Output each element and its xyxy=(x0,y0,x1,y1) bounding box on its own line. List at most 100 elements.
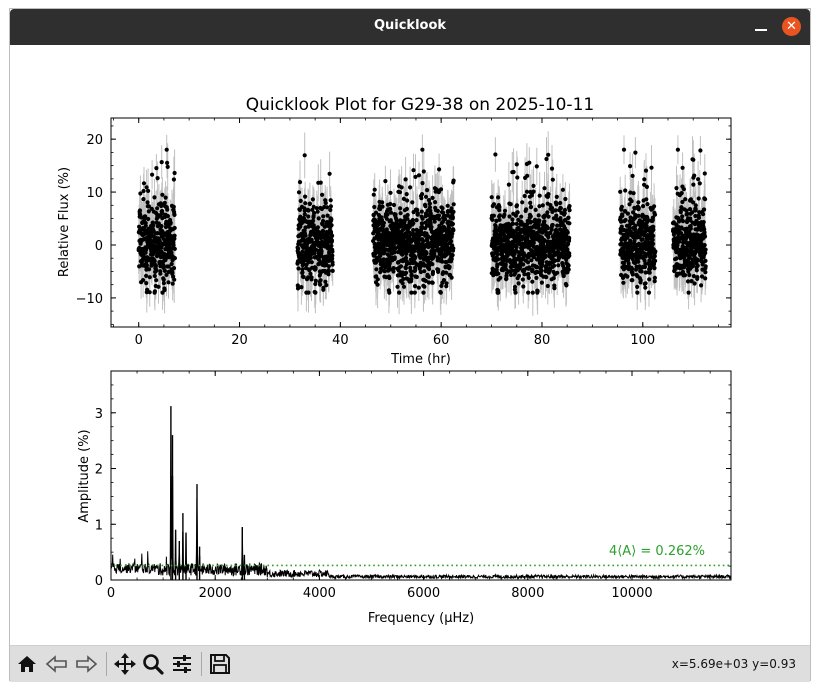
flux-point xyxy=(693,207,698,213)
flux-point xyxy=(692,281,697,286)
flux-point xyxy=(421,169,426,174)
flux-point xyxy=(618,189,623,194)
flux-point xyxy=(703,250,708,256)
flux-point xyxy=(146,216,151,222)
pan-icon[interactable] xyxy=(113,652,137,676)
flux-point xyxy=(643,168,649,173)
forward-icon[interactable] xyxy=(74,652,98,676)
flux-point xyxy=(165,164,170,169)
flux-point xyxy=(567,204,572,209)
plot-canvas[interactable]: Quicklook Plot for G29-38 on 2025-10-11 … xyxy=(10,45,810,645)
flux-point xyxy=(521,262,526,267)
flux-point xyxy=(550,177,555,182)
flux-point xyxy=(144,246,149,251)
flux-point xyxy=(295,286,301,291)
flux-point xyxy=(428,211,433,216)
flux-point xyxy=(320,228,326,233)
flux-point xyxy=(437,167,442,172)
flux-point xyxy=(516,273,522,278)
flux-point xyxy=(321,214,326,219)
flux-point xyxy=(498,275,503,280)
flux-point xyxy=(640,237,645,242)
flux-point xyxy=(518,265,523,270)
flux-point xyxy=(313,278,318,283)
flux-point xyxy=(427,205,433,210)
flux-point xyxy=(144,273,149,278)
flux-point xyxy=(628,164,633,169)
flux-point xyxy=(549,166,555,171)
light-curve-axes: 0 20 40 60 80 100 −10 0 10 20 xyxy=(76,118,731,348)
flux-point xyxy=(539,280,545,285)
flux-point xyxy=(639,269,644,274)
close-icon[interactable]: ✕ xyxy=(782,17,801,36)
flux-point xyxy=(326,264,331,269)
flux-point xyxy=(427,201,432,206)
flux-point xyxy=(651,233,656,238)
flux-point xyxy=(312,210,317,216)
flux-point xyxy=(649,165,654,170)
flux-point xyxy=(422,284,427,289)
flux-point xyxy=(394,218,399,223)
flux-point xyxy=(392,255,397,260)
flux-point xyxy=(302,153,307,158)
flux-point xyxy=(156,221,161,226)
flux-point xyxy=(420,216,425,221)
flux-point xyxy=(330,253,335,258)
minimize-icon[interactable] xyxy=(754,19,768,33)
flux-point xyxy=(387,275,392,281)
flux-point xyxy=(388,267,393,272)
flux-point xyxy=(638,278,643,283)
flux-point xyxy=(161,281,166,286)
flux-point xyxy=(566,215,571,220)
configure-icon[interactable] xyxy=(170,652,194,676)
flux-point xyxy=(442,217,448,222)
flux-point xyxy=(449,206,454,211)
flux-point xyxy=(380,204,385,209)
flux-point xyxy=(152,259,157,264)
flux-point xyxy=(542,219,547,224)
flux-point xyxy=(166,280,171,285)
flux-point xyxy=(155,176,160,181)
periodogram-frame xyxy=(110,370,732,581)
flux-point xyxy=(447,264,452,269)
amplitude-spectrum xyxy=(110,430,732,581)
flux-point xyxy=(311,223,316,228)
flux-point xyxy=(546,214,551,219)
flux-point xyxy=(141,181,147,186)
flux-point xyxy=(515,175,520,180)
flux-point xyxy=(154,267,159,273)
zoom-icon[interactable] xyxy=(141,652,165,676)
flux-point xyxy=(650,237,655,242)
flux-point xyxy=(701,212,706,217)
save-icon[interactable] xyxy=(208,652,232,676)
flux-point xyxy=(496,195,501,200)
flux-point xyxy=(375,277,380,282)
flux-point xyxy=(540,203,545,208)
flux-point xyxy=(522,272,527,277)
flux-point xyxy=(426,198,432,203)
flux-point xyxy=(652,275,658,280)
flux-point xyxy=(405,198,410,203)
quicklook-window: Quicklook ✕ Quicklook Plot for G29-38 on… xyxy=(9,8,811,682)
flux-point xyxy=(374,267,379,272)
flux-point xyxy=(451,246,456,251)
home-icon[interactable] xyxy=(15,652,39,676)
flux-point xyxy=(307,201,312,206)
flux-point xyxy=(404,259,409,264)
flux-point xyxy=(425,238,430,243)
flux-point xyxy=(529,258,534,263)
back-icon[interactable] xyxy=(45,652,69,676)
flux-point xyxy=(519,214,524,219)
flux-point xyxy=(636,205,641,211)
flux-point xyxy=(647,270,652,275)
flux-point xyxy=(623,188,628,193)
flux-point xyxy=(685,279,691,284)
flux-point xyxy=(411,168,416,173)
flux-point xyxy=(534,275,539,280)
flux-point xyxy=(562,207,568,213)
flux-point xyxy=(382,269,387,274)
flux-point xyxy=(703,264,708,269)
flux-point xyxy=(702,171,707,176)
flux-point xyxy=(552,286,557,291)
flux-point xyxy=(545,283,550,289)
